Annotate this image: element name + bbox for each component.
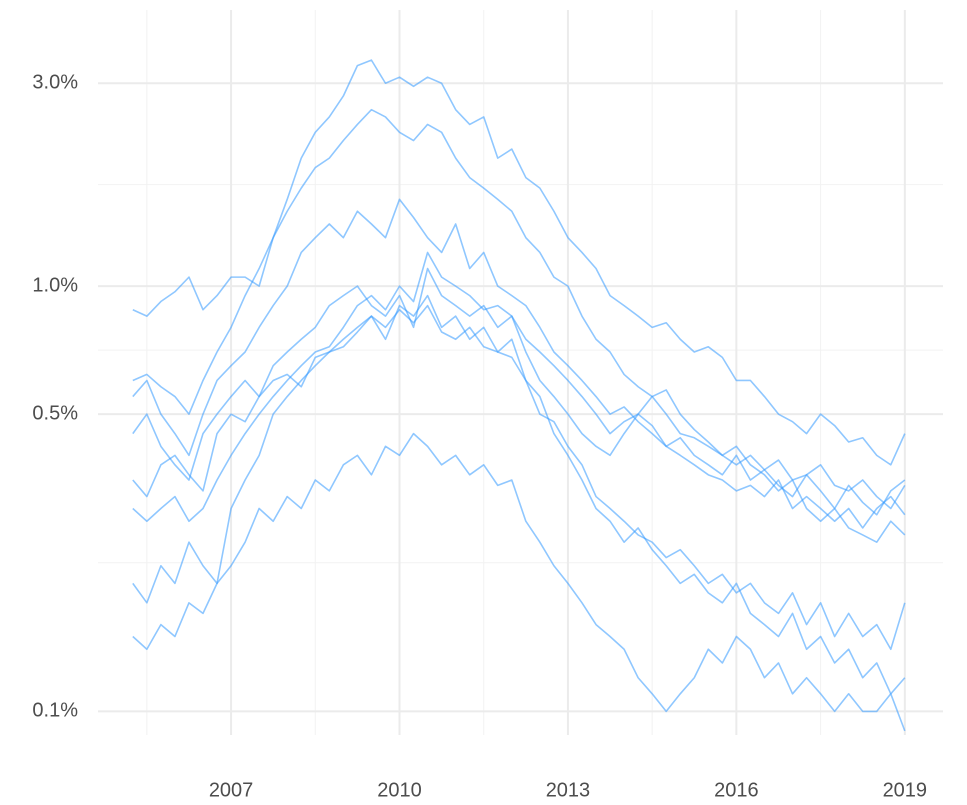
series-line <box>132 304 906 651</box>
y-tick-label: 0.5% <box>32 402 78 424</box>
y-tick-label: 0.1% <box>32 700 78 722</box>
y-tick-label: 3.0% <box>32 72 78 94</box>
series-line <box>132 59 906 466</box>
x-tick-label: 2007 <box>209 779 254 801</box>
series-line <box>132 432 906 732</box>
series-line <box>132 108 906 543</box>
series-line <box>132 198 906 516</box>
series-line <box>132 294 906 695</box>
x-tick-label: 2013 <box>546 779 591 801</box>
x-tick-label: 2010 <box>377 779 422 801</box>
series-line <box>132 267 906 529</box>
x-tick-label: 2019 <box>883 779 928 801</box>
series-line <box>132 251 906 523</box>
x-tick-label: 2016 <box>714 779 759 801</box>
y-tick-label: 1.0% <box>32 274 78 296</box>
